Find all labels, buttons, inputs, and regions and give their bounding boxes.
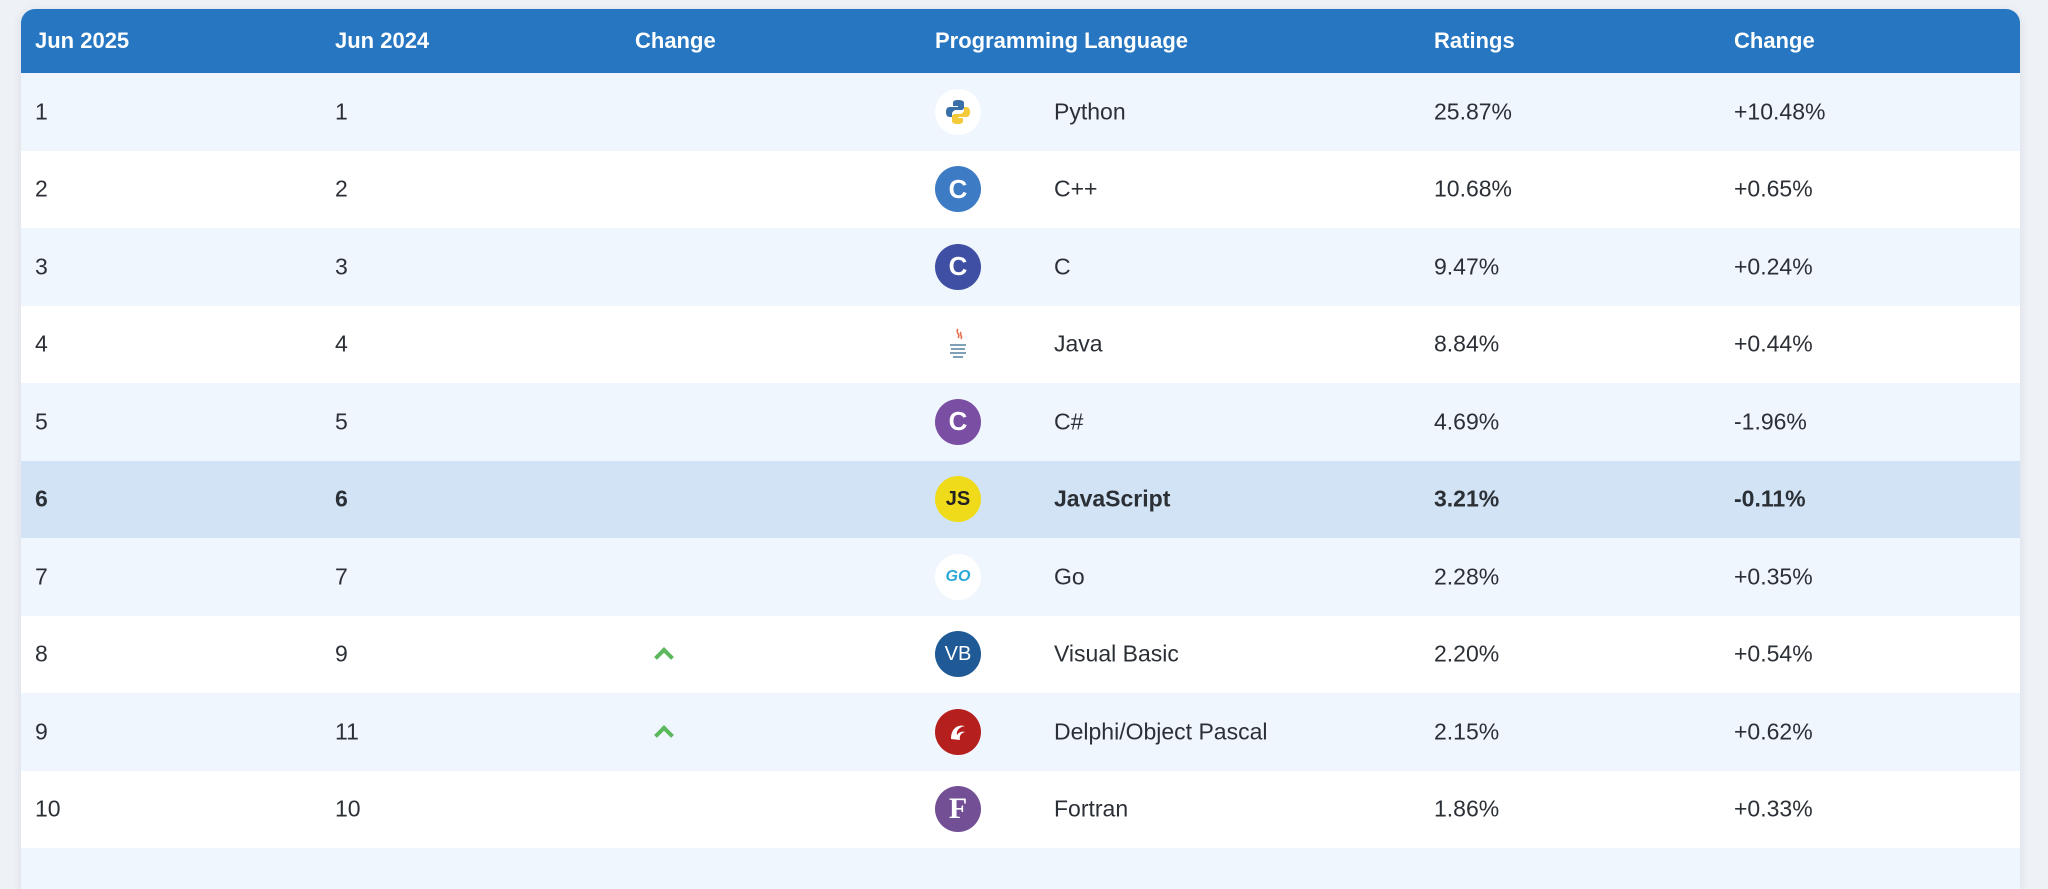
tiobe-index-table: Jun 2025 Jun 2024 Change Programming Lan… [21, 9, 2020, 889]
rank-2025: 2 [35, 175, 48, 202]
ratings: 2.28% [1434, 563, 1500, 590]
rank-2024: 3 [335, 253, 348, 280]
header-programming-language[interactable]: Programming Language [935, 28, 1189, 53]
language-name[interactable]: Delphi/Object Pascal [1054, 718, 1268, 745]
trend-up-icon [654, 647, 674, 668]
javascript-logo-icon: JS [935, 476, 981, 523]
ratings: 8.84% [1434, 330, 1500, 357]
header-jun-2024[interactable]: Jun 2024 [335, 28, 430, 53]
c-logo-icon: C [935, 243, 981, 290]
delphi-logo-icon [935, 708, 981, 755]
header-jun-2025[interactable]: Jun 2025 [35, 28, 130, 53]
ratings-change: +0.65% [1734, 175, 1813, 202]
table-row-highlighted: 6 6 JS JavaScript 3.21% -0.11% [21, 460, 2020, 538]
rank-2025: 3 [35, 253, 48, 280]
language-name[interactable]: Go [1054, 563, 1085, 590]
ratings: 25.87% [1434, 98, 1513, 125]
language-name[interactable]: C++ [1054, 175, 1098, 202]
trend-up-icon [654, 724, 674, 745]
table-row: 7 7 GO Go 2.28% +0.35% [21, 538, 2020, 616]
header-change-ratings[interactable]: Change [1734, 28, 1815, 53]
rank-2024: 9 [335, 640, 348, 667]
ratings: 2.15% [1434, 718, 1500, 745]
rank-2024: 7 [335, 563, 348, 590]
ratings-change: +0.24% [1734, 253, 1813, 280]
rank-2025: 1 [35, 98, 48, 125]
language-name[interactable]: Python [1054, 98, 1126, 125]
header-ratings[interactable]: Ratings [1434, 28, 1515, 53]
ratings-change: -0.11% [1734, 485, 1806, 512]
ratings-change: +0.62% [1734, 718, 1813, 745]
rank-2024: 6 [335, 485, 348, 512]
language-name[interactable]: JavaScript [1054, 485, 1171, 512]
language-name[interactable]: Java [1054, 330, 1103, 357]
ratings: 3.21% [1434, 485, 1500, 512]
java-logo-icon [935, 321, 981, 368]
rank-2025: 7 [35, 563, 48, 590]
ratings-change: +0.35% [1734, 563, 1813, 590]
language-name[interactable]: C# [1054, 408, 1084, 435]
rank-2025: 5 [35, 408, 48, 435]
rank-2024: 5 [335, 408, 348, 435]
ratings: 4.69% [1434, 408, 1500, 435]
table-row: 8 9 VB Visual Basic 2.20% +0.54% [21, 615, 2020, 693]
fortran-logo-icon: F [935, 786, 981, 833]
ratings: 10.68% [1434, 175, 1513, 202]
rank-2024: 10 [335, 795, 361, 822]
language-name[interactable]: Visual Basic [1054, 640, 1179, 667]
table-row: 2 2 C C++ 10.68% +0.65% [21, 150, 2020, 228]
csharp-logo-icon: C [935, 398, 981, 445]
ratings-change: +0.54% [1734, 640, 1813, 667]
table-row: 10 10 F Fortran 1.86% +0.33% [21, 770, 2020, 848]
table-row: 9 11 Delphi/Object Pascal 2.15% +0.62% [21, 693, 2020, 771]
rank-2025: 9 [35, 718, 48, 745]
ratings-change: +10.48% [1734, 98, 1826, 125]
table-row: 3 3 C C 9.47% +0.24% [21, 228, 2020, 306]
go-logo-icon: GO [935, 553, 981, 600]
rank-2025: 6 [35, 485, 48, 512]
rank-2025: 4 [35, 330, 48, 357]
python-logo-icon [935, 88, 981, 135]
table-row: 1 1 Python 25.87% +10.48% [21, 73, 2020, 151]
rank-2024: 4 [335, 330, 348, 357]
language-name[interactable]: C [1054, 253, 1071, 280]
language-name[interactable]: Fortran [1054, 795, 1129, 822]
rank-2025: 10 [35, 795, 61, 822]
header-change-rank[interactable]: Change [635, 28, 716, 53]
rank-2024: 1 [335, 98, 348, 125]
rank-2024: 2 [335, 175, 348, 202]
ratings-change: -1.96% [1734, 408, 1807, 435]
table-row: 5 5 C C# 4.69% -1.96% [21, 383, 2020, 461]
table-row-partial [21, 848, 2020, 889]
visual-basic-logo-icon: VB [935, 631, 981, 678]
ratings-change: +0.44% [1734, 330, 1813, 357]
ratings: 9.47% [1434, 253, 1500, 280]
rank-2024: 11 [335, 718, 359, 745]
ratings: 1.86% [1434, 795, 1500, 822]
ratings: 2.20% [1434, 640, 1500, 667]
table-row: 4 4 Java 8.84% +0.44% [21, 305, 2020, 383]
ratings-change: +0.33% [1734, 795, 1813, 822]
table-header: Jun 2025 Jun 2024 Change Programming Lan… [21, 9, 2020, 73]
rank-2025: 8 [35, 640, 48, 667]
cpp-logo-icon: C [935, 166, 981, 213]
